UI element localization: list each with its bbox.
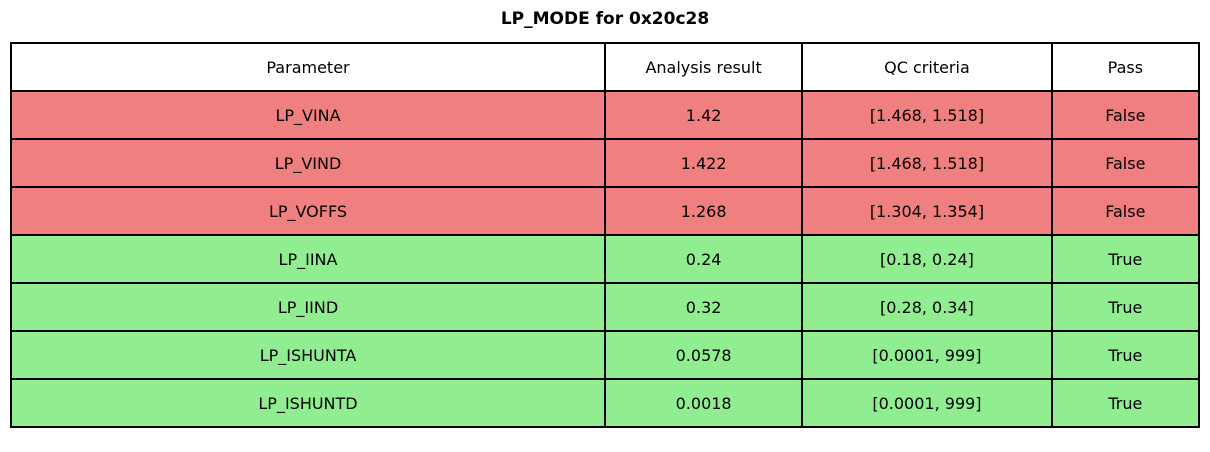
cell-qc-criteria: [1.304, 1.354]: [801, 186, 1053, 236]
header-parameter: Parameter: [9, 42, 607, 92]
cell-analysis-result: 1.42: [604, 90, 804, 140]
cell-parameter: LP_ISHUNTD: [9, 378, 607, 428]
cell-analysis-result: 0.24: [604, 234, 804, 284]
table-row: LP_ISHUNTD 0.0018 [0.0001, 999] True: [9, 378, 1201, 428]
cell-pass: True: [1050, 378, 1201, 428]
cell-analysis-result: 0.0018: [604, 378, 804, 428]
header-pass: Pass: [1050, 42, 1201, 92]
cell-parameter: LP_IIND: [9, 282, 607, 332]
cell-qc-criteria: [0.28, 0.34]: [801, 282, 1053, 332]
cell-parameter: LP_VINA: [9, 90, 607, 140]
cell-parameter: LP_VOFFS: [9, 186, 607, 236]
cell-qc-criteria: [1.468, 1.518]: [801, 138, 1053, 188]
table-header-row: Parameter Analysis result QC criteria Pa…: [9, 42, 1201, 92]
header-analysis-result: Analysis result: [604, 42, 804, 92]
table-row: LP_VIND 1.422 [1.468, 1.518] False: [9, 138, 1201, 188]
cell-analysis-result: 1.422: [604, 138, 804, 188]
cell-qc-criteria: [0.0001, 999]: [801, 330, 1053, 380]
chart-title: LP_MODE for 0x20c28: [500, 9, 710, 29]
table-row: LP_ISHUNTA 0.0578 [0.0001, 999] True: [9, 330, 1201, 380]
cell-parameter: LP_IINA: [9, 234, 607, 284]
table-row: LP_IINA 0.24 [0.18, 0.24] True: [9, 234, 1201, 284]
cell-pass: False: [1050, 90, 1201, 140]
cell-pass: False: [1050, 138, 1201, 188]
table-row: LP_VOFFS 1.268 [1.304, 1.354] False: [9, 186, 1201, 236]
cell-pass: True: [1050, 234, 1201, 284]
table-row: LP_IIND 0.32 [0.28, 0.34] True: [9, 282, 1201, 332]
qc-results-table: Parameter Analysis result QC criteria Pa…: [9, 42, 1201, 428]
cell-parameter: LP_VIND: [9, 138, 607, 188]
cell-pass: True: [1050, 282, 1201, 332]
header-qc-criteria: QC criteria: [801, 42, 1053, 92]
cell-qc-criteria: [1.468, 1.518]: [801, 90, 1053, 140]
cell-parameter: LP_ISHUNTA: [9, 330, 607, 380]
table-row: LP_VINA 1.42 [1.468, 1.518] False: [9, 90, 1201, 140]
cell-analysis-result: 0.0578: [604, 330, 804, 380]
table-body: LP_VINA 1.42 [1.468, 1.518] False LP_VIND 1.4…: [9, 90, 1201, 428]
cell-pass: False: [1050, 186, 1201, 236]
cell-qc-criteria: [0.0001, 999]: [801, 378, 1053, 428]
cell-pass: True: [1050, 330, 1201, 380]
cell-analysis-result: 0.32: [604, 282, 804, 332]
cell-qc-criteria: [0.18, 0.24]: [801, 234, 1053, 284]
cell-analysis-result: 1.268: [604, 186, 804, 236]
